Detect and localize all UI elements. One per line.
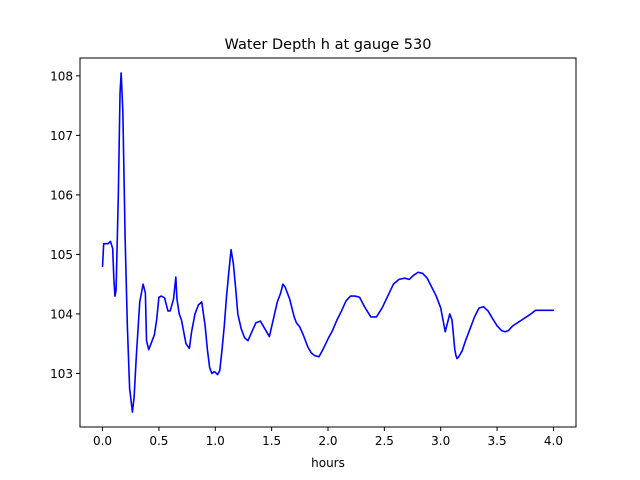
y-tick-label: 106 [50,188,73,202]
x-tick-label: 0.5 [149,434,168,448]
x-tick-label: 2.0 [318,434,337,448]
series-line-0 [101,72,555,413]
plot-area: 0.0 0.5 1.0 1.5 2.0 2.5 3.0 3.5 4.0 103 104 105 106 1… [50,57,577,448]
x-tick-label: 1.5 [262,434,281,448]
x-tick-label: 3.0 [431,434,450,448]
y-tick-label: 107 [50,129,73,143]
y-tick-label: 103 [50,367,73,381]
x-tick-label: 0.0 [93,434,112,448]
x-tick-label: 4.0 [544,434,563,448]
x-tick-label: 1.0 [206,434,225,448]
chart-title: Water Depth h at gauge 530 [225,37,432,53]
y-tick-label: 108 [50,69,73,83]
x-tick-label: 2.5 [375,434,394,448]
y-tick-label: 104 [50,307,73,321]
x-tick-label: 3.5 [488,434,507,448]
y-tick-label: 105 [50,248,73,262]
x-axis-title: hours [311,456,345,470]
